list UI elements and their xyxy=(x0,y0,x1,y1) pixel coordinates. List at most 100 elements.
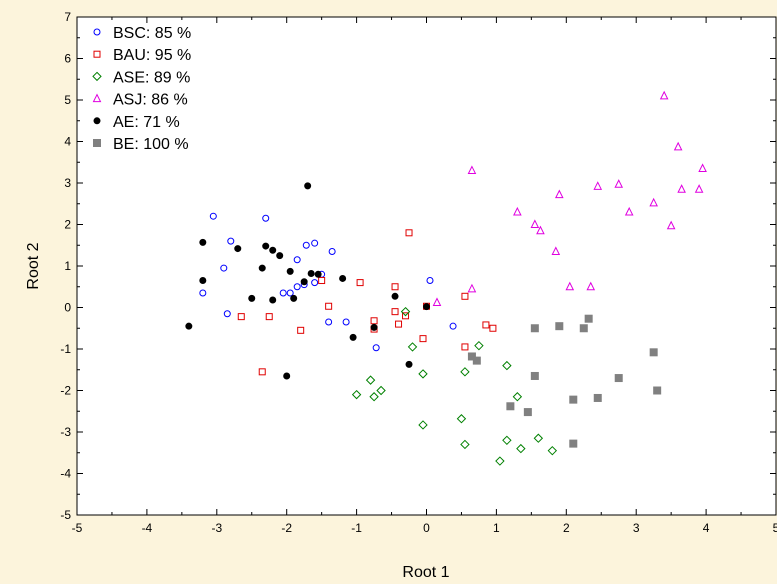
x-tick-label: 4 xyxy=(703,521,710,535)
legend-label: ASE: 89 % xyxy=(113,69,190,86)
y-tick-label: 3 xyxy=(64,176,71,190)
data-point xyxy=(423,303,430,311)
y-tick-label: -3 xyxy=(60,425,71,439)
data-point xyxy=(290,294,298,302)
legend-marker xyxy=(92,93,102,103)
data-point xyxy=(304,182,312,190)
y-tick-label: 6 xyxy=(64,52,71,66)
data-point xyxy=(220,264,228,272)
data-point xyxy=(530,324,539,333)
x-tick-label: 0 xyxy=(423,521,430,535)
y-tick-label: -4 xyxy=(60,467,71,481)
data-point xyxy=(185,322,193,330)
series-2 xyxy=(351,306,558,466)
data-point xyxy=(419,335,427,343)
data-point xyxy=(555,322,564,331)
data-point xyxy=(649,197,658,207)
data-point xyxy=(405,229,413,237)
data-point xyxy=(474,340,484,351)
data-point xyxy=(694,184,704,193)
data-point xyxy=(342,318,350,326)
data-point xyxy=(673,141,683,151)
data-point xyxy=(579,324,588,333)
data-point xyxy=(297,326,305,334)
data-point xyxy=(356,279,364,287)
data-point xyxy=(325,318,333,326)
data-point xyxy=(506,402,515,411)
legend-label: BAU: 95 % xyxy=(113,47,191,64)
data-point xyxy=(533,433,544,443)
y-tick-label: 7 xyxy=(64,10,71,24)
data-point xyxy=(262,242,270,250)
y-tick-label: 4 xyxy=(64,135,71,149)
data-point xyxy=(614,374,623,383)
data-point xyxy=(395,320,403,328)
legend: BSC: 85 % BAU: 95 % ASE: 89 % ASJ: 86 % AE: … xyxy=(92,25,191,153)
x-axis-label: Root 1 xyxy=(402,564,449,581)
data-point xyxy=(555,189,564,199)
data-point xyxy=(593,181,603,190)
data-point xyxy=(300,278,308,286)
x-tick-label: -1 xyxy=(351,521,362,535)
legend-marker xyxy=(93,28,101,36)
legend-label: ASJ: 86 % xyxy=(113,92,188,109)
legend-marker xyxy=(93,117,101,125)
data-point xyxy=(666,220,676,230)
data-point xyxy=(223,310,231,318)
data-point xyxy=(565,281,575,291)
x-tick-label: -3 xyxy=(211,521,222,535)
x-tick-label: -4 xyxy=(142,521,153,535)
legend-label: BE: 100 % xyxy=(113,136,189,153)
data-point xyxy=(624,206,634,216)
data-point xyxy=(372,344,380,352)
legend-label: BSC: 85 % xyxy=(113,25,191,42)
legend-marker xyxy=(93,139,101,147)
data-point xyxy=(402,312,410,320)
plot-area xyxy=(76,16,777,516)
data-point xyxy=(293,283,301,291)
series-0 xyxy=(199,212,457,352)
data-point xyxy=(318,277,326,285)
x-tick-label: 5 xyxy=(773,521,777,535)
y-tick-label: -2 xyxy=(60,384,71,398)
data-point xyxy=(283,372,291,380)
data-point xyxy=(351,389,362,400)
data-point xyxy=(512,392,523,402)
x-tick-label: 1 xyxy=(493,521,500,535)
data-point xyxy=(426,277,434,285)
data-point xyxy=(461,343,469,351)
data-point xyxy=(677,184,686,193)
y-tick-label: 5 xyxy=(64,93,71,107)
data-point xyxy=(456,414,467,424)
data-point xyxy=(467,165,477,175)
data-point xyxy=(209,212,217,220)
data-point xyxy=(461,292,469,300)
data-point xyxy=(370,317,378,325)
data-point xyxy=(418,420,428,430)
data-point xyxy=(659,90,669,100)
data-point xyxy=(489,324,497,332)
data-point xyxy=(516,443,526,454)
legend-marker xyxy=(93,50,101,58)
data-point xyxy=(199,289,207,297)
data-point xyxy=(307,269,315,277)
y-tick-label: 1 xyxy=(64,259,71,273)
data-point xyxy=(649,348,658,357)
data-point xyxy=(279,289,287,297)
data-point xyxy=(328,247,336,255)
data-point xyxy=(262,214,270,222)
data-point xyxy=(418,369,428,379)
data-point xyxy=(530,219,540,228)
data-point xyxy=(460,439,470,450)
data-point xyxy=(248,294,256,302)
data-point xyxy=(369,392,379,402)
x-tick-label: 2 xyxy=(563,521,570,535)
data-point xyxy=(530,371,539,380)
data-point xyxy=(199,277,207,285)
data-point xyxy=(258,368,266,376)
data-point xyxy=(325,302,333,310)
data-point xyxy=(467,283,477,293)
y-tick-label: 0 xyxy=(64,301,71,315)
y-axis-label: Root 2 xyxy=(25,242,42,289)
data-point xyxy=(269,296,277,304)
